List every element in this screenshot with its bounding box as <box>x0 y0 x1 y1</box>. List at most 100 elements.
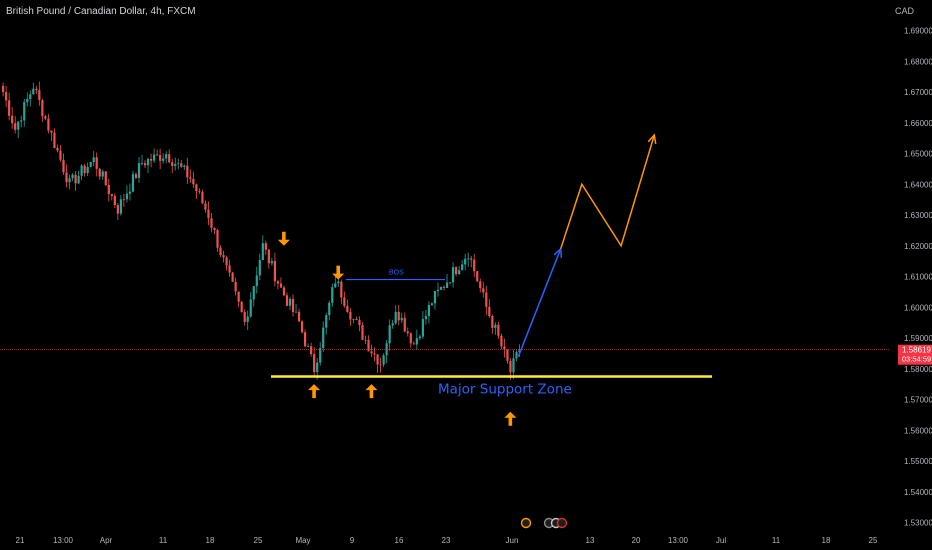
last-price-value: 1.58619 <box>902 346 931 355</box>
arrow-up-icon[interactable] <box>308 384 321 399</box>
candle <box>307 343 310 348</box>
candle <box>285 292 289 307</box>
event-flag-icon[interactable] <box>556 517 568 529</box>
candle <box>116 203 119 220</box>
candle <box>461 260 464 271</box>
time-tick-label: 13:00 <box>668 536 689 545</box>
orange-projection-path[interactable] <box>559 133 657 250</box>
candle <box>35 85 38 95</box>
candle <box>101 169 104 180</box>
candle <box>470 255 473 268</box>
candle <box>213 227 216 235</box>
candle <box>340 279 343 305</box>
arrow-down-icon[interactable] <box>332 265 345 280</box>
candle <box>418 334 421 341</box>
candle <box>32 82 35 95</box>
candle <box>382 353 385 368</box>
time-tick-label: 11 <box>772 536 781 545</box>
candle <box>313 347 316 376</box>
candle <box>68 174 71 190</box>
candle <box>273 252 276 287</box>
candle <box>319 342 322 366</box>
price-tick-label: 1.59000 <box>904 334 932 343</box>
candle <box>364 335 367 344</box>
candle <box>149 153 153 168</box>
candle <box>98 167 101 180</box>
candle <box>125 185 129 203</box>
blue-projection-arrow[interactable] <box>517 247 563 357</box>
candle <box>140 154 144 166</box>
candle <box>503 338 506 358</box>
candle <box>183 164 186 171</box>
candle <box>482 281 485 298</box>
candle <box>29 90 32 107</box>
time-tick-label: 25 <box>869 536 878 545</box>
candle <box>334 275 337 289</box>
time-tick-label: 18 <box>206 536 215 545</box>
symbol-title: British Pound / Canadian Dollar, 4h, FXC… <box>6 6 196 17</box>
candle <box>77 170 80 185</box>
event-flag-icon[interactable] <box>520 517 532 529</box>
time-axis[interactable]: 21 13:00 Apr 11 18 25 May 9 16 23 Jun 13 20 13:00 Jul 1… <box>16 536 878 545</box>
candle <box>479 278 482 293</box>
candle <box>391 319 394 329</box>
candle <box>65 164 68 188</box>
time-tick-label: Jul <box>716 536 726 545</box>
candle <box>388 319 391 351</box>
arrow-up-icon[interactable] <box>504 411 517 426</box>
candle <box>264 240 267 255</box>
candle <box>207 201 210 226</box>
candle <box>485 285 488 316</box>
price-tick-label: 1.63000 <box>904 211 932 220</box>
time-tick-label: 13:00 <box>53 536 74 545</box>
arrow-down-icon[interactable] <box>277 231 290 246</box>
candle <box>385 339 388 364</box>
arrow-up-icon[interactable] <box>365 384 378 399</box>
candle <box>249 291 252 318</box>
price-tick-label: 1.57000 <box>904 396 932 405</box>
candle <box>288 296 292 311</box>
candle <box>162 153 165 164</box>
candle <box>17 120 20 139</box>
candle <box>62 153 65 175</box>
price-tick-label: 1.68000 <box>904 57 932 66</box>
candle <box>20 115 23 128</box>
candle <box>59 144 62 162</box>
candle <box>297 308 301 323</box>
candle <box>95 152 98 177</box>
candle <box>113 193 116 209</box>
candle <box>476 271 479 283</box>
candle <box>464 253 467 271</box>
candle <box>11 107 14 129</box>
candle <box>104 171 107 187</box>
price-tick-label: 1.66000 <box>904 119 932 128</box>
support-zone-label: Major Support Zone <box>438 381 572 397</box>
candle <box>361 322 364 341</box>
candle <box>376 353 379 373</box>
candle <box>255 266 258 294</box>
time-tick-label: Jun <box>506 536 519 545</box>
candle <box>228 259 231 277</box>
candle <box>433 290 437 310</box>
price-tick-label: 1.56000 <box>904 426 932 435</box>
candle <box>47 114 50 134</box>
candle <box>174 157 177 171</box>
candle <box>83 163 86 177</box>
candle <box>171 158 174 174</box>
candle <box>177 158 180 170</box>
candle <box>424 309 427 325</box>
candle <box>122 193 125 208</box>
price-tick-label: 1.62000 <box>904 242 932 251</box>
countdown-timer: 03:54:59 <box>902 355 931 364</box>
candle <box>180 159 183 168</box>
candle <box>279 277 283 288</box>
economic-events[interactable] <box>520 517 568 529</box>
candle <box>210 212 213 233</box>
candle <box>53 128 56 149</box>
candle <box>294 303 298 313</box>
candle <box>222 250 225 263</box>
candle <box>497 321 500 340</box>
price-axis[interactable]: 1.69000 1.68000 1.67000 1.66000 1.65000 1.640… <box>904 27 932 528</box>
